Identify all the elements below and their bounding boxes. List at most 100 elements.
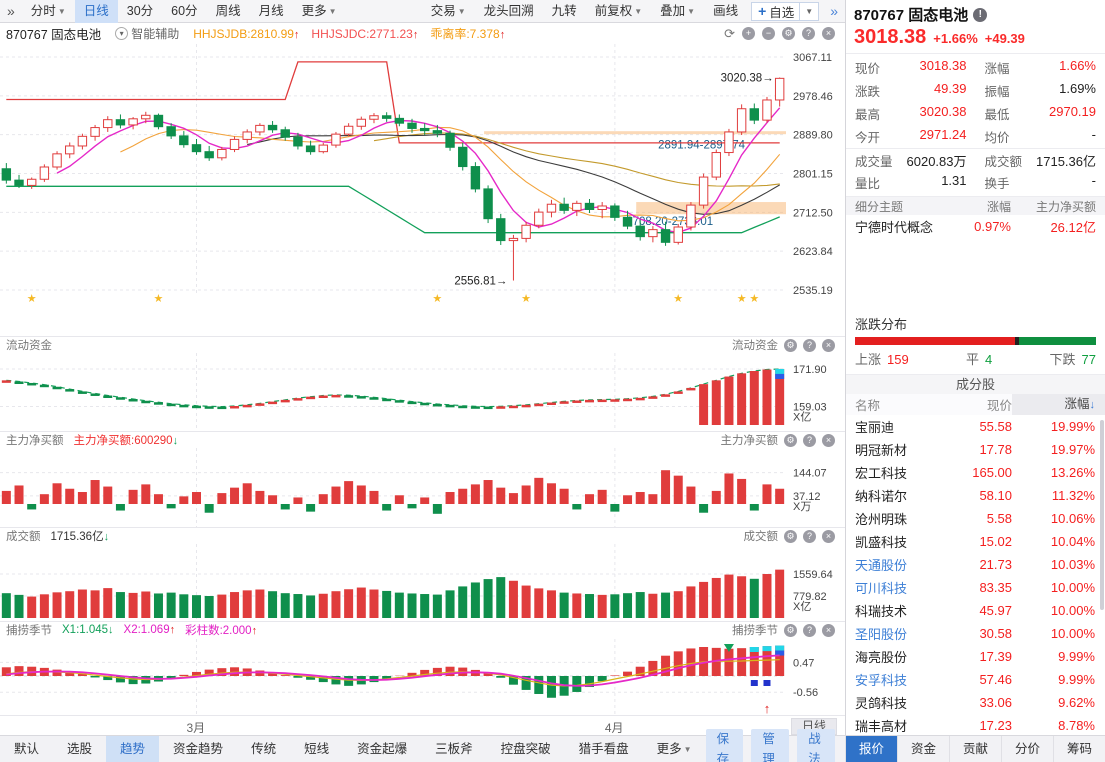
help-icon[interactable]: ? <box>803 529 816 543</box>
view-tab-price-dist[interactable]: 分价 <box>1001 735 1053 762</box>
view-tab-chips[interactable]: 筹码 <box>1053 735 1105 762</box>
close-icon[interactable]: × <box>822 623 835 637</box>
chevron-down-icon[interactable]: ▼ <box>799 2 818 20</box>
gear-icon[interactable]: ⚙ <box>784 433 797 447</box>
tab-60min[interactable]: 60分 <box>171 3 198 18</box>
strategy-tab-trend[interactable]: 趋势 <box>106 736 160 762</box>
zoom-out-icon[interactable]: − <box>762 27 775 40</box>
svg-text:★: ★ <box>521 293 531 305</box>
up-arrow-icon: ↑ <box>169 624 176 636</box>
strategy-tab-hunter[interactable]: 猎手看盘 <box>578 742 629 756</box>
tab-more-periods[interactable]: 更多 ▼ <box>301 3 337 18</box>
stock-row[interactable]: 圣阳股份 30.58 10.00% <box>855 626 1095 642</box>
flat-count: 4 <box>985 352 993 367</box>
indicator-bias: 乖离率:7.378↑ <box>430 27 506 41</box>
close-icon[interactable]: × <box>822 529 835 543</box>
sort-column-change[interactable]: 涨幅↓ <box>1012 394 1105 415</box>
tab-monthly[interactable]: 月线 <box>258 3 284 18</box>
strategy-tab-default[interactable]: 默认 <box>14 742 40 756</box>
season-x2: X2:1.069↑ <box>123 624 176 636</box>
collapse-left-icon[interactable]: » <box>7 3 15 19</box>
turnover-chart[interactable]: 1559.64 779.82 X亿 <box>0 544 845 621</box>
help-icon[interactable]: ? <box>802 27 815 40</box>
stock-row[interactable]: 瑞丰高材 17.23 8.78% <box>855 718 1095 734</box>
view-tab-funds[interactable]: 资金 <box>897 735 949 762</box>
stock-row[interactable]: 凯盛科技 15.02 10.04% <box>855 534 1095 550</box>
stock-row[interactable]: 明冠新材 17.78 19.97% <box>855 442 1095 458</box>
chevron-down-icon: ▼ <box>457 6 466 16</box>
close-icon[interactable]: × <box>822 338 835 352</box>
season-chart[interactable]: 0.47 -0.56 ↑ <box>0 639 845 716</box>
save-button[interactable]: 保存 <box>705 729 744 762</box>
stock-row[interactable]: 海亮股份 17.39 9.99% <box>855 649 1095 665</box>
net-buy-chart[interactable]: 144.07 37.12 X万 <box>0 448 845 527</box>
stock-row[interactable]: 灵鸽科技 33.06 9.62% <box>855 695 1095 711</box>
svg-text:144.07: 144.07 <box>793 468 827 480</box>
tab-30min[interactable]: 30分 <box>126 3 154 18</box>
xaxis-month-label: 4月 <box>604 721 624 735</box>
svg-text:1559.64: 1559.64 <box>793 569 833 581</box>
smart-assist-toggle[interactable]: ▾ 智能辅助 <box>115 25 179 42</box>
help-icon[interactable]: ? <box>803 338 816 352</box>
close-icon[interactable]: × <box>822 433 835 447</box>
stock-row[interactable]: 天通股份 21.73 10.03% <box>855 557 1095 573</box>
manage-button[interactable]: 管理 <box>751 729 790 762</box>
change-amount: +49.39 <box>984 31 1025 46</box>
stock-row[interactable]: 宏工科技 165.00 13.26% <box>855 465 1095 481</box>
svg-text:★: ★ <box>154 293 164 305</box>
up-segment <box>855 337 1015 345</box>
view-tab-contribution[interactable]: 贡献 <box>949 735 1001 762</box>
strategy-tab-short-term[interactable]: 短线 <box>304 742 330 756</box>
close-icon[interactable]: × <box>822 27 835 40</box>
refresh-icon[interactable]: ⟳ <box>724 25 735 41</box>
svg-text:3067.11: 3067.11 <box>793 52 832 64</box>
stock-row[interactable]: 可川科技 83.35 10.00% <box>855 580 1095 596</box>
sort-down-icon: ↓ <box>1089 399 1096 411</box>
chevron-down-icon: ▼ <box>57 6 66 16</box>
menu-leader-backtrack[interactable]: 龙头回溯 <box>483 3 534 18</box>
down-arrow-icon: ↓ <box>108 624 114 636</box>
svg-text:171.90: 171.90 <box>793 364 827 376</box>
menu-draw-line[interactable]: 画线 <box>713 3 739 18</box>
help-icon[interactable]: ? <box>803 623 816 637</box>
add-watchlist-button[interactable]: + 自选 ▼ <box>751 1 820 21</box>
gear-icon[interactable]: ⚙ <box>782 27 795 40</box>
tab-weekly[interactable]: 周线 <box>215 3 241 18</box>
tab-rixian[interactable]: 日线 <box>74 0 118 23</box>
strategy-tab-control-break[interactable]: 控盘突破 <box>500 742 551 756</box>
menu-overlay[interactable]: 叠加 ▼ <box>660 3 696 18</box>
scrollbar[interactable] <box>1100 420 1104 610</box>
strategy-tab-more[interactable]: 更多 ▼ <box>656 741 692 756</box>
zoom-in-icon[interactable]: + <box>742 27 755 40</box>
season-x1: X1:1.045↓ <box>62 624 114 636</box>
menu-trade[interactable]: 交易 ▼ <box>430 3 466 18</box>
info-icon[interactable]: ! <box>973 7 988 22</box>
bottom-bar: 默认 选股 趋势 资金趋势 传统 短线 资金起爆 三板斧 控盘突破 猎手看盘 更… <box>0 729 1105 762</box>
strategy-tab-three-axe[interactable]: 三板斧 <box>435 742 473 756</box>
stock-row[interactable]: 宝丽迪 55.58 19.99% <box>855 419 1095 435</box>
svg-text:-0.56: -0.56 <box>793 687 818 699</box>
stock-row[interactable]: 科瑞技术 45.97 10.00% <box>855 603 1095 619</box>
menu-forward-adjust[interactable]: 前复权 ▼ <box>594 3 643 18</box>
menu-nine-turn[interactable]: 九转 <box>551 3 577 18</box>
theme-table-header: 细分主题 涨幅 主力净买额 <box>846 196 1105 215</box>
gear-icon[interactable]: ⚙ <box>784 338 797 352</box>
main-candlestick-chart[interactable]: 3067.11 2978.46 2889.80 2801.15 2712.50 2623.… <box>0 44 845 306</box>
tactics-button[interactable]: 战法 <box>797 729 835 762</box>
stock-row[interactable]: 安孚科技 57.46 9.99% <box>855 672 1095 688</box>
strategy-tab-traditional[interactable]: 传统 <box>251 742 277 756</box>
gear-icon[interactable]: ⚙ <box>784 529 797 543</box>
gear-icon[interactable]: ⚙ <box>784 623 797 637</box>
theme-row[interactable]: 宁德时代概念 0.97% 26.12亿 <box>855 219 1096 235</box>
strategy-tab-fund-burst[interactable]: 资金起爆 <box>357 742 408 756</box>
strategy-tab-select[interactable]: 选股 <box>67 742 93 756</box>
tab-fenshi[interactable]: 分时 ▼ <box>30 3 66 18</box>
stock-row[interactable]: 纳科诺尔 58.10 11.32% <box>855 488 1095 504</box>
up-arrow-icon: ↑ <box>499 29 506 41</box>
more-tools-icon[interactable]: » <box>830 3 838 19</box>
strategy-tab-fund-trend[interactable]: 资金趋势 <box>173 742 224 756</box>
flow-funds-chart[interactable]: 171.90 159.03 X亿 <box>0 353 845 431</box>
view-tab-quote[interactable]: 报价 <box>845 735 897 762</box>
help-icon[interactable]: ? <box>803 433 816 447</box>
stock-row[interactable]: 沧州明珠 5.58 10.06% <box>855 511 1095 527</box>
